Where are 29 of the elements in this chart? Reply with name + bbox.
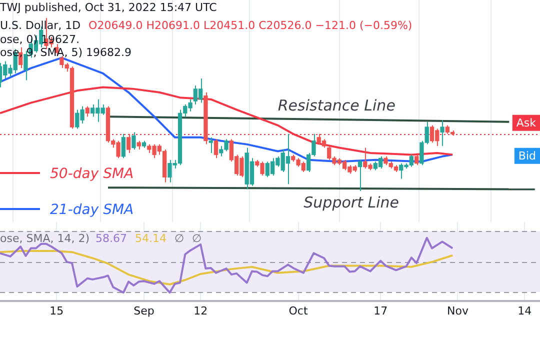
- annotation: 58.67: [95, 232, 127, 245]
- candlestick: [85, 106, 90, 118]
- candlestick: [132, 132, 136, 150]
- text: TWJ published, Oct 31, 2022 15:47 UTC: [0, 1, 218, 14]
- candlestick: [440, 120, 444, 147]
- x-tick-label: 12: [194, 304, 208, 318]
- candlestick: [126, 133, 131, 154]
- legend-label: 21-day SMA: [50, 202, 134, 218]
- annotation: Ask: [516, 116, 537, 130]
- annotation: 54.14: [134, 232, 166, 245]
- candlestick: [414, 154, 419, 166]
- annotation: ∅: [174, 232, 184, 245]
- candlestick: [208, 136, 213, 154]
- annotation: Bid: [518, 149, 536, 162]
- series-label: Resistance Line: [278, 96, 396, 115]
- x-tick-label: 17: [374, 304, 388, 318]
- x-tick-label: 14: [518, 304, 532, 318]
- x-tick-label: Oct: [288, 304, 308, 318]
- x-tick-label: 15: [50, 304, 64, 318]
- chart-subtitle: O20649.0 H20691.0 L20451.0 C20526.0 −121.0 (−0.59%): [88, 19, 412, 32]
- chart-title: ose, SMA, 14, 2): [0, 232, 90, 245]
- series-label: Support Line: [304, 194, 399, 212]
- x-tick-label: Sep: [134, 304, 154, 318]
- annotation: ∅: [192, 232, 202, 245]
- candlestick: [121, 133, 126, 159]
- candlestick: [358, 159, 362, 192]
- x-tick-label: Nov: [446, 304, 469, 318]
- legend-label: 50-day SMA: [50, 166, 134, 182]
- candlestick: [214, 138, 218, 159]
